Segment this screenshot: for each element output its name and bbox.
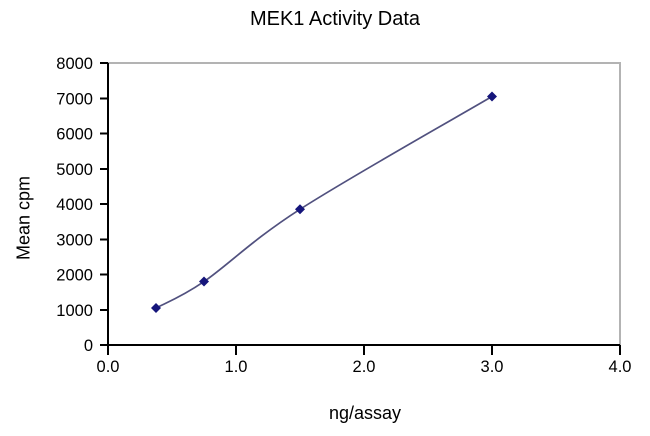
y-tick-label: 3000 xyxy=(56,231,93,249)
chart-title: MEK1 Activity Data xyxy=(249,8,421,30)
x-tick-label: 0.0 xyxy=(97,358,120,376)
y-tick-label: 5000 xyxy=(56,161,93,179)
y-tick-label: 2000 xyxy=(56,267,93,285)
data-point-marker xyxy=(487,91,497,102)
data-point-marker xyxy=(199,276,209,287)
y-tick-label: 0 xyxy=(84,337,93,355)
series-line xyxy=(155,95,493,309)
y-tick-label: 7000 xyxy=(56,90,93,108)
x-tick-label: 3.0 xyxy=(481,358,504,376)
x-axis-title: ng/assay xyxy=(328,403,402,423)
y-tick-label: 1000 xyxy=(56,302,93,320)
plot-frame xyxy=(108,62,621,345)
data-point-marker xyxy=(151,302,161,313)
x-tick-label: 4.0 xyxy=(609,358,632,376)
y-tick-label: 4000 xyxy=(56,196,93,214)
data-point-marker xyxy=(295,204,305,215)
y-tick-label: 6000 xyxy=(56,126,93,144)
x-tick-label: 1.0 xyxy=(225,358,248,376)
y-tick-label: 8000 xyxy=(56,55,93,73)
x-tick-label: 2.0 xyxy=(353,358,376,376)
